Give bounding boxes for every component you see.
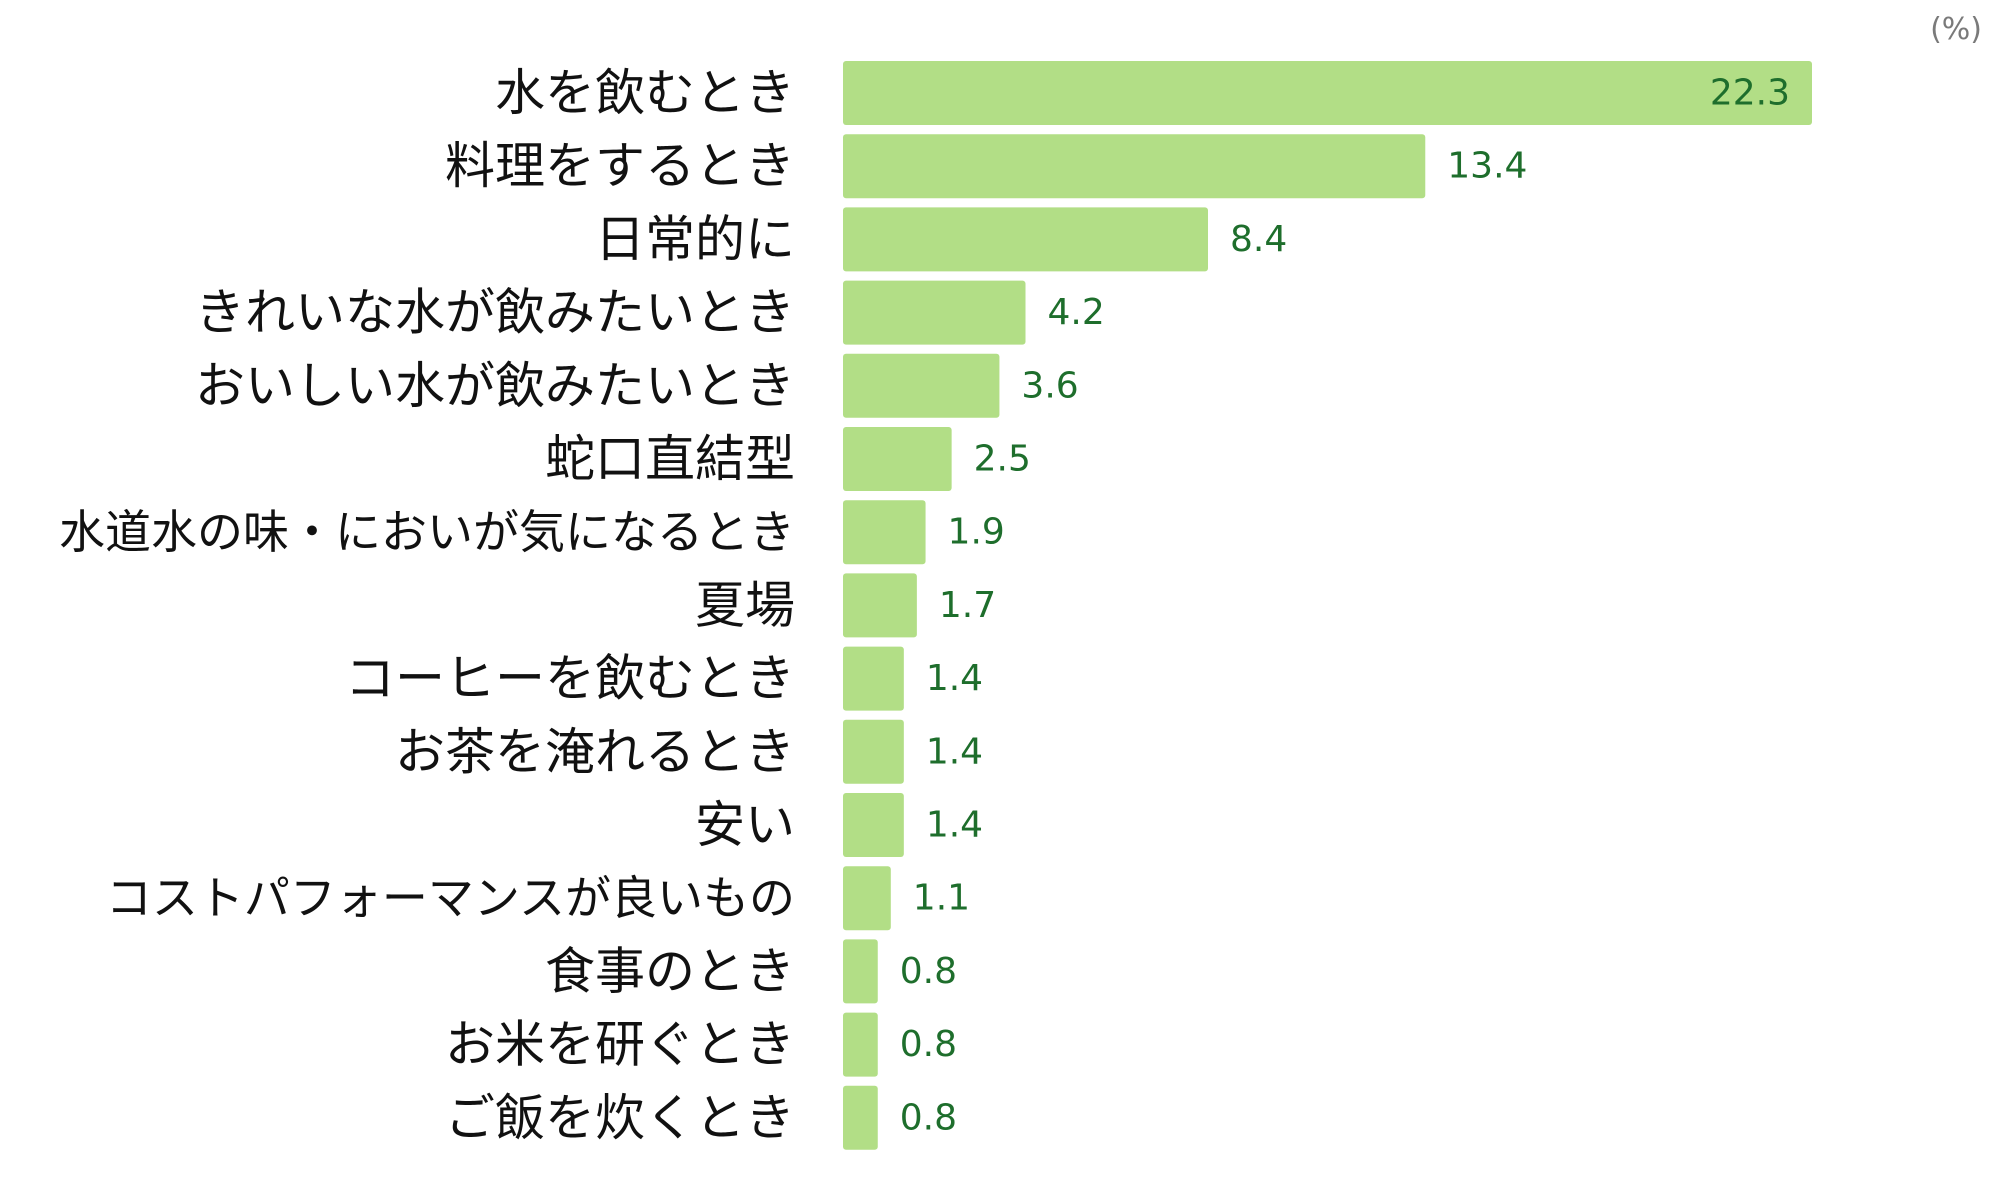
value-label: 2.5 (974, 439, 1031, 480)
bar (843, 1085, 878, 1150)
category-label: 蛇口直結型 (545, 430, 795, 488)
category-label: 日常的に (595, 210, 795, 268)
value-label: 13.4 (1447, 146, 1527, 187)
value-label: 0.8 (900, 1097, 957, 1138)
category-label: きれいな水が飲みたいとき (195, 284, 795, 342)
bar (843, 793, 904, 857)
category-label: おいしい水が飲みたいとき (195, 357, 795, 415)
category-label: 料理をするとき (445, 137, 795, 195)
value-label: 22.3 (1710, 73, 1790, 114)
bar (843, 280, 1026, 345)
category-label: ご飯を炊くとき (445, 1089, 795, 1147)
bar (843, 207, 1209, 272)
bar (843, 939, 878, 1004)
unit-label: (%) (1930, 12, 1982, 47)
bar (843, 1012, 878, 1077)
bar (843, 61, 1812, 125)
category-label: 食事のとき (545, 942, 795, 1000)
category-label: 安い (695, 796, 795, 854)
value-label: 1.1 (913, 878, 970, 919)
value-label: 8.4 (1230, 219, 1287, 260)
value-label: 4.2 (1048, 292, 1105, 333)
bar (843, 134, 1426, 199)
value-label: 0.8 (900, 1024, 957, 1065)
category-label: お米を研ぐとき (445, 1016, 795, 1074)
value-label: 0.8 (900, 951, 957, 992)
bar (843, 866, 891, 931)
value-label: 1.9 (948, 512, 1005, 553)
category-label: お茶を淹れるとき (395, 723, 795, 781)
category-label: 水を飲むとき (495, 64, 795, 122)
bar (843, 719, 904, 784)
bar (843, 427, 952, 491)
category-label: コストパフォーマンスが良いもの (106, 871, 795, 925)
bar (843, 573, 917, 638)
bar (843, 353, 1000, 418)
value-label: 1.7 (939, 585, 996, 626)
value-label: 1.4 (926, 731, 983, 772)
value-label: 3.6 (1021, 365, 1078, 406)
bar (843, 646, 904, 711)
category-label: 水道水の味・においが気になるとき (59, 505, 795, 559)
category-label: コーヒーを飲むとき (345, 650, 795, 708)
bar (843, 500, 926, 565)
value-label: 1.4 (926, 658, 983, 699)
value-label: 1.4 (926, 805, 983, 846)
category-label: 夏場 (695, 576, 795, 634)
